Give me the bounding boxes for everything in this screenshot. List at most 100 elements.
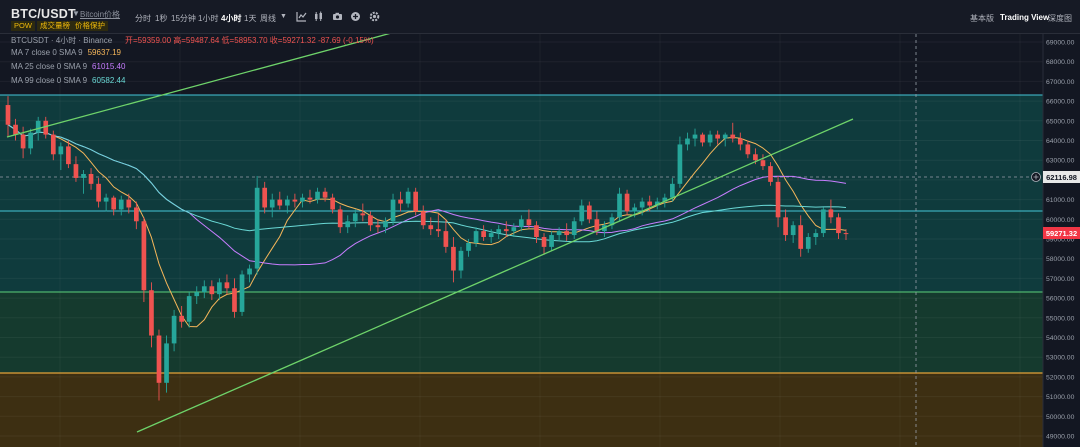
legend-ma99[interactable]: MA 99 close 0 SMA 9 60582.44 bbox=[11, 76, 126, 85]
candle-up[interactable] bbox=[315, 191, 320, 200]
pair-title[interactable]: BTC/USDT bbox=[11, 7, 76, 21]
candle-down[interactable] bbox=[534, 225, 539, 238]
candle-down[interactable] bbox=[224, 282, 230, 289]
candle-up[interactable] bbox=[269, 199, 275, 208]
candle-down[interactable] bbox=[647, 201, 653, 206]
candle-down[interactable] bbox=[798, 225, 804, 249]
candle-up[interactable] bbox=[821, 209, 826, 234]
candle-up[interactable] bbox=[609, 217, 615, 226]
candle-down[interactable] bbox=[503, 229, 509, 232]
candle-down[interactable] bbox=[730, 134, 736, 139]
candle-up[interactable] bbox=[654, 201, 660, 206]
candle-up[interactable] bbox=[579, 205, 585, 222]
candle-up[interactable] bbox=[118, 199, 124, 210]
candle-down[interactable] bbox=[413, 191, 419, 212]
candle-up[interactable] bbox=[571, 221, 577, 236]
candle-down[interactable] bbox=[828, 209, 834, 218]
candle-up[interactable] bbox=[390, 199, 396, 222]
candle-up[interactable] bbox=[300, 197, 305, 202]
candle-down[interactable] bbox=[66, 146, 71, 165]
candle-down[interactable] bbox=[737, 138, 743, 145]
candle-up[interactable] bbox=[239, 274, 245, 312]
candle-down[interactable] bbox=[307, 197, 313, 200]
candle-down[interactable] bbox=[209, 286, 215, 295]
candle-down[interactable] bbox=[745, 144, 751, 155]
candle-up[interactable] bbox=[352, 213, 358, 222]
candle-up[interactable] bbox=[58, 146, 64, 155]
candle-up[interactable] bbox=[722, 134, 728, 139]
settings-gear-icon[interactable] bbox=[369, 11, 380, 22]
price-chart[interactable]: 69000.00 68000.00 67000.00 66000.00 65000.00… bbox=[0, 34, 1080, 447]
trendline-upper[interactable] bbox=[6, 34, 395, 138]
candle-down[interactable] bbox=[262, 187, 268, 208]
candle-up[interactable] bbox=[383, 221, 388, 228]
candle-up[interactable] bbox=[405, 191, 411, 204]
timeframe-1s[interactable]: 1秒 bbox=[155, 14, 168, 23]
candle-down[interactable] bbox=[368, 215, 373, 226]
candle-up[interactable] bbox=[677, 144, 683, 184]
candle-down[interactable] bbox=[126, 199, 132, 208]
candle-down[interactable] bbox=[141, 221, 147, 291]
camera-icon[interactable] bbox=[332, 11, 343, 22]
candle-down[interactable] bbox=[111, 197, 117, 210]
add-indicator-icon[interactable] bbox=[350, 11, 361, 22]
timeframe-weekly[interactable]: 周线 bbox=[260, 14, 276, 23]
candle-down[interactable] bbox=[13, 124, 18, 135]
candle-up[interactable] bbox=[496, 229, 502, 234]
candle-up[interactable] bbox=[186, 296, 192, 322]
candle-down[interactable] bbox=[134, 207, 139, 222]
candle-up[interactable] bbox=[662, 197, 668, 202]
candle-up[interactable] bbox=[466, 242, 471, 251]
tag-volume-rank[interactable]: 成交量榜 bbox=[37, 21, 73, 31]
candle-down[interactable] bbox=[435, 229, 441, 232]
candle-down[interactable] bbox=[775, 181, 781, 218]
candle-down[interactable] bbox=[322, 191, 328, 198]
candle-down[interactable] bbox=[156, 335, 162, 383]
timeframe-realtime[interactable]: 分时 bbox=[135, 14, 151, 23]
candle-down[interactable] bbox=[420, 211, 426, 226]
candle-down[interactable] bbox=[337, 209, 343, 228]
candle-down[interactable] bbox=[292, 199, 298, 202]
candle-up[interactable] bbox=[556, 231, 562, 236]
candle-down[interactable] bbox=[428, 225, 434, 230]
candle-down[interactable] bbox=[360, 213, 366, 216]
candles-icon[interactable] bbox=[313, 11, 324, 22]
candle-down[interactable] bbox=[843, 233, 849, 235]
candle-up[interactable] bbox=[511, 227, 517, 232]
trendline-rising-support[interactable] bbox=[136, 118, 854, 433]
candle-up[interactable] bbox=[473, 231, 479, 243]
candle-down[interactable] bbox=[526, 219, 532, 226]
candle-up[interactable] bbox=[217, 282, 222, 295]
legend-ma7[interactable]: MA 7 close 0 SMA 9 59637.19 bbox=[11, 48, 121, 57]
timeframe-1h[interactable]: 1小时 bbox=[198, 14, 219, 23]
candle-down[interactable] bbox=[88, 173, 94, 184]
candle-down[interactable] bbox=[836, 217, 841, 234]
candle-down[interactable] bbox=[481, 231, 486, 238]
candle-down[interactable] bbox=[43, 120, 49, 135]
candle-up[interactable] bbox=[805, 237, 811, 249]
price-axis[interactable] bbox=[1043, 34, 1080, 447]
candle-up[interactable] bbox=[549, 235, 554, 247]
candle-down[interactable] bbox=[375, 225, 381, 228]
candle-up[interactable] bbox=[632, 207, 637, 212]
view-basic[interactable]: 基本版 bbox=[970, 14, 994, 23]
candle-up[interactable] bbox=[81, 173, 86, 178]
candle-up[interactable] bbox=[458, 250, 464, 271]
candle-down[interactable] bbox=[398, 199, 403, 204]
candle-down[interactable] bbox=[753, 154, 758, 161]
candle-down[interactable] bbox=[586, 205, 592, 220]
candle-up[interactable] bbox=[345, 221, 351, 228]
candle-up[interactable] bbox=[685, 138, 690, 145]
candle-down[interactable] bbox=[73, 164, 79, 178]
candle-up[interactable] bbox=[488, 233, 494, 238]
pair-dropdown-icon[interactable]: ▼ bbox=[72, 9, 80, 18]
candle-up[interactable] bbox=[28, 132, 33, 149]
candle-up[interactable] bbox=[171, 315, 177, 344]
candle-down[interactable] bbox=[96, 183, 101, 202]
candle-down[interactable] bbox=[330, 197, 335, 210]
candle-down[interactable] bbox=[50, 134, 56, 155]
candle-down[interactable] bbox=[5, 105, 11, 125]
candle-down[interactable] bbox=[700, 134, 705, 143]
candle-up[interactable] bbox=[164, 343, 169, 383]
candle-up[interactable] bbox=[707, 134, 713, 143]
